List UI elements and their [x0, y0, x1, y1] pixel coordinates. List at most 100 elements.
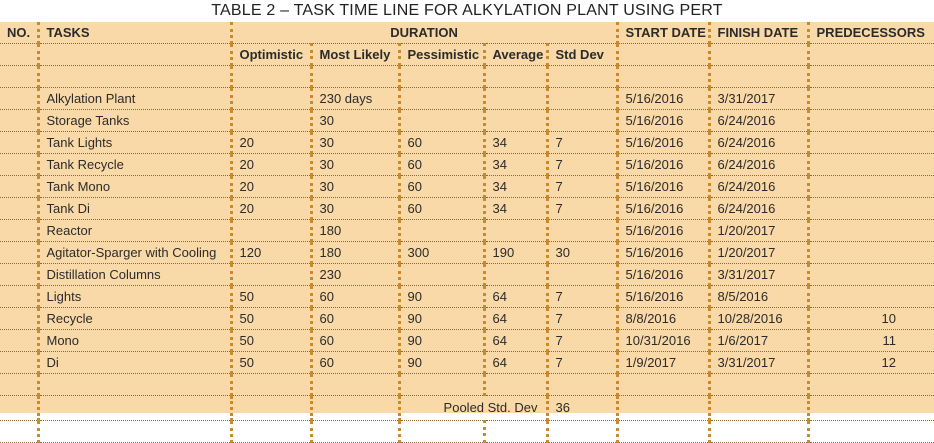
cell-optimistic: 20	[229, 153, 311, 176]
header-pessimistic: Pessimistic	[397, 43, 484, 66]
cell-no	[0, 87, 38, 110]
cell-no	[0, 263, 38, 286]
cell-std-dev: 30	[545, 241, 618, 264]
cell-finish-date: 1/20/2017	[707, 241, 809, 264]
table-row: Tank Di 20 30 60 34 7 5/16/2016 6/24/2016	[0, 197, 934, 220]
table-panel: NO. TASKS DURATION START DATE FINISH DAT…	[0, 22, 934, 443]
cell-average	[482, 87, 547, 110]
cell-optimistic: 50	[229, 329, 311, 352]
cell-std-dev: 7	[545, 285, 618, 308]
cell-std-dev: 7	[545, 307, 618, 330]
spacer-row	[0, 420, 934, 443]
cell-finish-date: 6/24/2016	[707, 131, 809, 154]
cell-task: Tank Lights	[36, 131, 231, 154]
header-finish-date: FINISH DATE	[707, 22, 809, 44]
cell-pessimistic: 60	[397, 153, 484, 176]
cell-most-likely: 60	[309, 285, 399, 308]
cell-start-date: 1/9/2017	[615, 351, 710, 374]
cell-pessimistic	[397, 263, 484, 286]
header-most-likely: Most Likely	[309, 43, 399, 66]
cell-average	[482, 219, 547, 242]
cell-most-likely: 230	[309, 263, 399, 286]
cell-most-likely: 30	[309, 109, 399, 132]
table-row: Tank Lights 20 30 60 34 7 5/16/2016 6/24/2016	[0, 131, 934, 154]
cell-average: 64	[482, 351, 547, 374]
cell-task: Lights	[36, 285, 231, 308]
cell-pessimistic: 60	[397, 197, 484, 220]
cell-std-dev: 7	[545, 153, 618, 176]
table-row: Tank Mono 20 30 60 34 7 5/16/2016 6/24/2016	[0, 175, 934, 198]
pooled-label: Pooled Std. Dev	[397, 395, 547, 421]
cell-finish-date: 6/24/2016	[707, 197, 809, 220]
cell-most-likely: 60	[309, 307, 399, 330]
cell-predecessors	[806, 153, 934, 176]
cell-start-date: 5/16/2016	[615, 285, 710, 308]
cell-average: 64	[482, 329, 547, 352]
cell-average: 34	[482, 175, 547, 198]
header-sub-empty	[707, 43, 809, 66]
cell-predecessors	[806, 87, 934, 110]
cell-pessimistic: 300	[397, 241, 484, 264]
cell-predecessors	[806, 131, 934, 154]
cell-std-dev: 7	[545, 175, 618, 198]
cell-optimistic	[229, 263, 311, 286]
header-sub-empty	[615, 43, 710, 66]
cell-start-date: 8/8/2016	[615, 307, 710, 330]
cell-task: Mono	[36, 329, 231, 352]
table-row: Recycle 50 60 90 64 7 8/8/2016 10/28/2016 10	[0, 307, 934, 330]
pert-table: NO. TASKS DURATION START DATE FINISH DAT…	[0, 22, 934, 443]
cell-task: Reactor	[36, 219, 231, 242]
cell-predecessors: 11	[806, 329, 934, 352]
cell-finish-date: 3/31/2017	[707, 87, 809, 110]
header-duration: DURATION	[229, 22, 618, 44]
cell-finish-date: 10/28/2016	[707, 307, 809, 330]
cell-no	[0, 131, 38, 154]
table-title: TABLE 2 – TASK TIME LINE FOR ALKYLATION …	[211, 2, 723, 19]
cell-no	[0, 307, 38, 330]
cell-std-dev	[545, 87, 618, 110]
cell-no	[0, 109, 38, 132]
table-row: Di 50 60 90 64 7 1/9/2017 3/31/2017 12	[0, 351, 934, 374]
cell-most-likely: 30	[309, 153, 399, 176]
cell-finish-date: 3/31/2017	[707, 263, 809, 286]
cell-no	[0, 241, 38, 264]
header-start-date: START DATE	[615, 22, 710, 44]
header-std-dev: Std Dev	[545, 43, 618, 66]
pooled-value: 36	[545, 395, 618, 421]
cell-average: 34	[482, 153, 547, 176]
cell-std-dev: 7	[545, 351, 618, 374]
cell-most-likely: 60	[309, 351, 399, 374]
cell-optimistic: 20	[229, 197, 311, 220]
header-predecessors: PREDECESSORS	[806, 22, 934, 44]
cell-start-date: 5/16/2016	[615, 131, 710, 154]
table-row: Agitator-Sparger with Cooling 120 180 300 19…	[0, 241, 934, 264]
cell-most-likely: 30	[309, 197, 399, 220]
header-no: NO.	[0, 22, 38, 44]
cell-task: Tank Di	[36, 197, 231, 220]
cell-task: Agitator-Sparger with Cooling	[36, 241, 231, 264]
cell-pessimistic: 90	[397, 307, 484, 330]
cell-start-date: 5/16/2016	[615, 219, 710, 242]
cell-std-dev: 7	[545, 329, 618, 352]
cell-average: 34	[482, 197, 547, 220]
cell-finish-date: 3/31/2017	[707, 351, 809, 374]
cell-std-dev	[545, 109, 618, 132]
cell-no	[0, 175, 38, 198]
table-row: Tank Recycle 20 30 60 34 7 5/16/2016 6/24/2016	[0, 153, 934, 176]
cell-start-date: 5/16/2016	[615, 197, 710, 220]
header-average: Average	[482, 43, 547, 66]
cell-task: Di	[36, 351, 231, 374]
cell-predecessors: 10	[806, 307, 934, 330]
cell-pessimistic	[397, 87, 484, 110]
header-row-top: NO. TASKS DURATION START DATE FINISH DAT…	[0, 22, 934, 44]
cell-start-date: 5/16/2016	[615, 263, 710, 286]
cell-predecessors	[806, 263, 934, 286]
cell-start-date: 5/16/2016	[615, 153, 710, 176]
cell-average	[482, 109, 547, 132]
cell-start-date: 10/31/2016	[615, 329, 710, 352]
cell-no	[0, 329, 38, 352]
cell-most-likely: 180	[309, 219, 399, 242]
cell-finish-date: 8/5/2016	[707, 285, 809, 308]
cell-optimistic: 20	[229, 175, 311, 198]
cell-no	[0, 351, 38, 374]
